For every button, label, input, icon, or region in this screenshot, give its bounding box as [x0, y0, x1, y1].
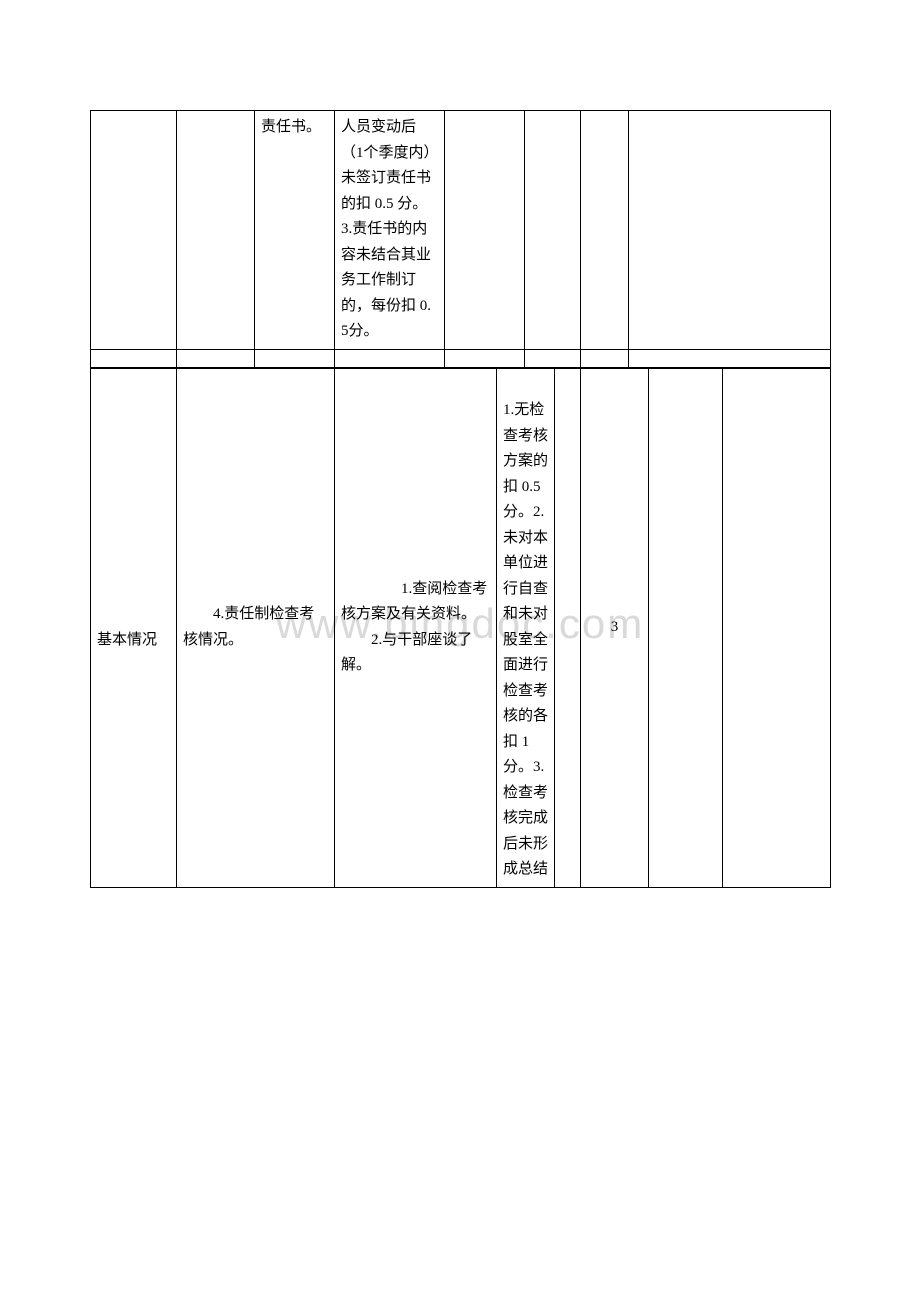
cell-r1c8 — [629, 111, 831, 350]
cell-r1c5 — [445, 111, 525, 350]
cell-r1c7 — [581, 111, 629, 350]
sep-cell — [525, 349, 581, 367]
table-row: 基本情况 4.责任制检查考核情况。 1.查阅检查考核方案及有关资料。 2.与干部… — [91, 368, 831, 887]
document-table: 责任书。 人员变动后（1个季度内）未签订责任书的扣 0.5 分。 3.责任书的内… — [90, 110, 831, 368]
sep-cell — [255, 349, 335, 367]
cell-r2c1: 基本情况 — [91, 368, 177, 887]
sep-cell — [177, 349, 255, 367]
cell-r2c7 — [649, 368, 723, 887]
sep-cell — [445, 349, 525, 367]
cell-r2c8 — [723, 368, 831, 887]
sep-cell — [335, 349, 445, 367]
cell-r2c5 — [555, 368, 581, 887]
sep-cell — [91, 349, 177, 367]
cell-r2c2: 4.责任制检查考核情况。 — [177, 368, 335, 887]
table-row: 责任书。 人员变动后（1个季度内）未签订责任书的扣 0.5 分。 3.责任书的内… — [91, 111, 831, 350]
cell-r1c1 — [91, 111, 177, 350]
cell-r1c6 — [525, 111, 581, 350]
cell-r2c6: 3 — [581, 368, 649, 887]
sep-cell — [629, 349, 831, 367]
cell-r2c3: 1.查阅检查考核方案及有关资料。 2.与干部座谈了解。 — [335, 368, 497, 887]
cell-r2c4: 1.无检查考核方案的扣 0.5分。2.未对本单位进行自查和未对股室全面进行检查考… — [497, 368, 555, 887]
document-table-2: 基本情况 4.责任制检查考核情况。 1.查阅检查考核方案及有关资料。 2.与干部… — [90, 368, 831, 888]
cell-r1c4: 人员变动后（1个季度内）未签订责任书的扣 0.5 分。 3.责任书的内容未结合其… — [335, 111, 445, 350]
sep-cell — [581, 349, 629, 367]
cell-r1c3: 责任书。 — [255, 111, 335, 350]
cell-r1c2 — [177, 111, 255, 350]
table-container: 责任书。 人员变动后（1个季度内）未签订责任书的扣 0.5 分。 3.责任书的内… — [90, 110, 830, 888]
separator-row — [91, 349, 831, 367]
